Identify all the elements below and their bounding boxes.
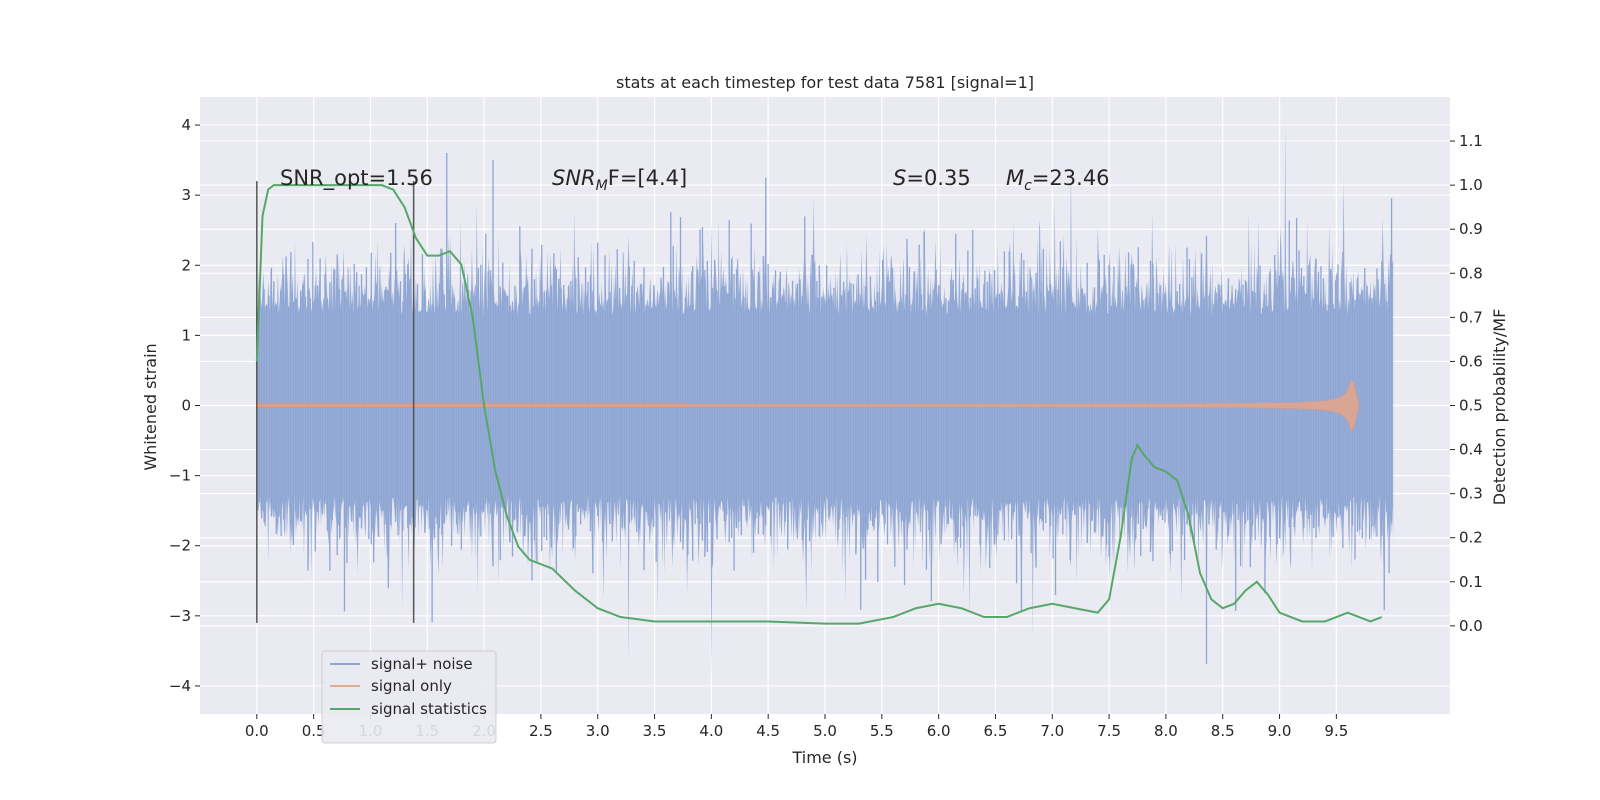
y-left-tick-label: −3 <box>169 607 191 625</box>
y-right-tick-label: 0.6 <box>1459 352 1483 370</box>
x-tick-label: 3.0 <box>586 722 610 740</box>
annotation-snr-mf: SNRMF=[4.4] <box>552 166 687 194</box>
y-left-tick-label: −1 <box>169 467 191 485</box>
y-axis-left-label: Whitened strain <box>141 343 160 470</box>
x-tick-label: 6.5 <box>984 722 1008 740</box>
y-left-tick-label: 0 <box>181 397 191 415</box>
y-axis-right: 1.1 1.0 0.9 0.8 0.7 0.6 0.5 0.4 0.3 0.2 0.1 0.0 <box>1450 132 1483 635</box>
chart-title: stats at each timestep for test data 758… <box>616 73 1034 92</box>
x-tick-label: 7.5 <box>1097 722 1121 740</box>
x-tick-label: 9.0 <box>1268 722 1292 740</box>
y-left-tick-label: 4 <box>181 116 191 134</box>
x-axis-label: Time (s) <box>791 748 857 767</box>
x-tick-label: 7.0 <box>1040 722 1064 740</box>
annotation-mc: Mc=23.46 <box>1006 166 1110 194</box>
legend-label-signal-only: signal only <box>371 677 452 695</box>
x-tick-label: 9.5 <box>1324 722 1348 740</box>
y-right-tick-label: 0.3 <box>1459 485 1483 503</box>
y-right-tick-label: 0.2 <box>1459 529 1483 547</box>
annotation-snr-opt: SNR_opt=1.56 <box>280 166 433 191</box>
y-left-tick-label: 1 <box>181 326 191 344</box>
legend-box <box>321 650 497 744</box>
x-tick-label: 5.5 <box>870 722 894 740</box>
x-tick-label: 4.0 <box>699 722 723 740</box>
x-tick-label: 3.5 <box>643 722 667 740</box>
y-left-tick-label: 3 <box>181 186 191 204</box>
y-right-tick-label: 0.8 <box>1459 264 1483 282</box>
x-tick-label: 0.0 <box>245 722 269 740</box>
y-right-tick-label: 0.9 <box>1459 220 1483 238</box>
series-signal-statistics <box>255 184 1383 625</box>
y-right-tick-label: 0.5 <box>1459 397 1483 415</box>
x-tick-label: 8.0 <box>1154 722 1178 740</box>
annotation-s: S=0.35 <box>893 166 971 190</box>
y-left-tick-label: −4 <box>169 677 191 695</box>
y-right-tick-label: 0.4 <box>1459 441 1483 459</box>
series-signal-only <box>256 380 1360 431</box>
vertical-markers <box>256 181 415 623</box>
y-right-tick-label: 0.0 <box>1459 617 1483 635</box>
y-axis-left: 4 3 2 1 0 −1 −2 −3 −4 <box>169 116 200 695</box>
legend-label-signal-noise: signal+ noise <box>371 655 473 673</box>
x-tick-label: 8.5 <box>1211 722 1235 740</box>
y-right-tick-label: 1.0 <box>1459 176 1483 194</box>
x-tick-label: 5.0 <box>813 722 837 740</box>
y-right-tick-label: 0.1 <box>1459 573 1483 591</box>
y-right-tick-label: 1.1 <box>1459 132 1483 150</box>
y-left-tick-label: −2 <box>169 537 191 555</box>
legend: signal+ noise signal only signal statist… <box>321 650 497 744</box>
x-tick-label: 0.5 <box>302 722 326 740</box>
y-left-tick-label: 2 <box>181 256 191 274</box>
x-tick-label: 6.0 <box>927 722 951 740</box>
x-tick-label: 4.5 <box>756 722 780 740</box>
y-right-tick-label: 0.7 <box>1459 308 1483 326</box>
legend-label-signal-statistics: signal statistics <box>371 700 487 718</box>
y-axis-right-label: Detection probability/MF <box>1490 309 1509 506</box>
x-tick-label: 2.5 <box>529 722 553 740</box>
